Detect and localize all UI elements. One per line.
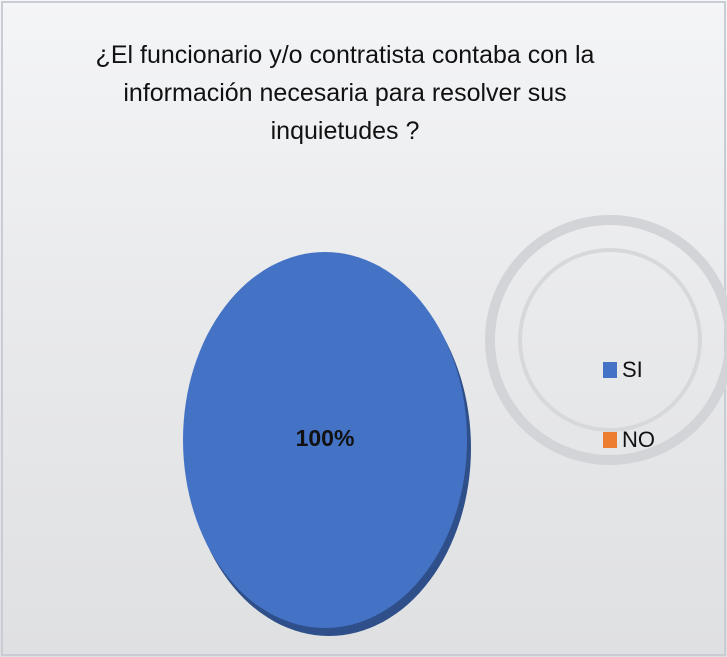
watermark <box>485 215 727 465</box>
legend-label: SI <box>622 357 643 382</box>
chart-title: ¿El funcionario y/o contratista contaba … <box>95 41 595 145</box>
legend-label: NO <box>622 427 655 452</box>
pie-slice <box>183 252 467 628</box>
watermark <box>518 248 702 432</box>
legend-swatch <box>603 432 617 448</box>
legend-swatch <box>603 362 617 378</box>
data-label: 100% <box>296 425 355 451</box>
